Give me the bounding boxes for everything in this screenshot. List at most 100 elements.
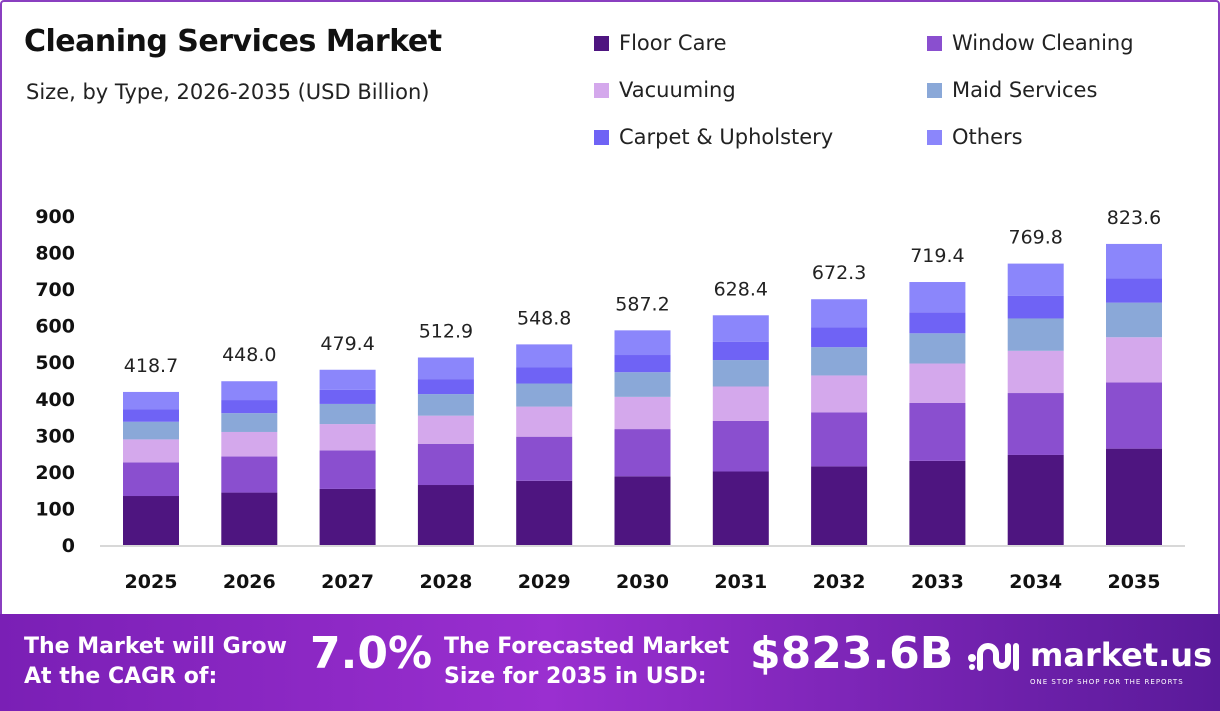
bar-segment-carpet-upholstery-2034 [1007, 295, 1064, 319]
forecast-value: $823.6B [750, 628, 954, 679]
bar-segment-floor-care-2031 [712, 471, 769, 545]
bar-segment-floor-care-2035 [1106, 448, 1162, 545]
bar-segment-vacuuming-2026 [221, 431, 278, 457]
total-label: 769.8 [1008, 227, 1062, 249]
legend-label: Carpet & Upholstery [619, 125, 834, 149]
bar-segment-window-cleaning-2031 [712, 420, 769, 472]
chart-title: Cleaning Services Market [24, 24, 442, 59]
bar-segment-vacuuming-2025 [123, 439, 179, 463]
bar-segment-floor-care-2028 [417, 485, 474, 545]
bar-segment-floor-care-2032 [811, 466, 868, 545]
brand-name: market.us [1030, 636, 1213, 674]
bar-segment-maid-services-2028 [417, 394, 474, 416]
bar-segment-window-cleaning-2033 [909, 402, 966, 461]
x-tick-label: 2032 [813, 571, 866, 593]
bar-segment-vacuuming-2034 [1007, 350, 1064, 394]
bar-segment-others-2031 [712, 315, 769, 342]
legend-swatch [927, 82, 942, 98]
total-label: 479.4 [320, 333, 374, 355]
y-tick-label: 700 [35, 279, 75, 301]
legend-item-carpet: Carpet & Upholstery [594, 124, 927, 150]
bar-segment-vacuuming-2028 [417, 415, 474, 444]
bar-segment-others-2026 [221, 381, 278, 401]
bar-segment-vacuuming-2027 [319, 424, 376, 451]
bar-segment-vacuuming-2035 [1106, 337, 1162, 383]
y-tick-label: 800 [35, 243, 75, 265]
bar-segment-maid-services-2035 [1106, 302, 1162, 338]
bar-segment-carpet-upholstery-2035 [1106, 278, 1162, 303]
bar-segment-window-cleaning-2035 [1106, 382, 1162, 449]
bar-segment-maid-services-2027 [319, 403, 376, 425]
legend-swatch [927, 35, 942, 51]
bar-segment-floor-care-2025 [123, 496, 179, 545]
bar-segment-maid-services-2025 [123, 421, 179, 440]
bar-segment-floor-care-2034 [1007, 454, 1064, 545]
bar-segment-others-2025 [123, 391, 179, 410]
bar-segment-maid-services-2029 [516, 383, 573, 407]
legend-swatch [927, 129, 942, 145]
bar-segment-window-cleaning-2026 [221, 456, 278, 493]
legend-item-window-cleaning: Window Cleaning [927, 30, 1187, 56]
legend-item-vacuuming: Vacuuming [594, 77, 927, 103]
bar-segment-window-cleaning-2025 [123, 462, 179, 497]
total-label: 628.4 [714, 278, 768, 300]
total-label: 823.6 [1107, 207, 1161, 229]
bar-segment-others-2033 [909, 282, 966, 313]
bar-segment-floor-care-2026 [221, 492, 278, 545]
bar-segment-carpet-upholstery-2026 [221, 400, 278, 414]
bar-segment-others-2035 [1106, 243, 1162, 279]
total-label: 672.3 [812, 262, 866, 284]
legend-label: Vacuuming [619, 78, 736, 102]
bar-segment-vacuuming-2030 [614, 396, 671, 430]
y-tick-label: 300 [35, 425, 75, 447]
bar-segment-window-cleaning-2030 [614, 429, 671, 477]
bar-segment-maid-services-2031 [712, 360, 769, 387]
x-tick-label: 2027 [321, 571, 374, 593]
x-tick-label: 2025 [125, 571, 178, 593]
bar-segment-vacuuming-2029 [516, 406, 573, 437]
legend-item-maid-services: Maid Services [927, 77, 1187, 103]
chart-subtitle: Size, by Type, 2026-2035 (USD Billion) [26, 80, 430, 104]
bar-segment-window-cleaning-2032 [811, 412, 868, 467]
legend-label: Floor Care [619, 31, 727, 55]
bar-segment-others-2034 [1007, 263, 1064, 296]
legend-label: Others [952, 125, 1023, 149]
bar-segment-others-2032 [811, 299, 868, 328]
total-label: 587.2 [615, 293, 669, 315]
bar-segment-vacuuming-2033 [909, 363, 966, 403]
x-tick-label: 2029 [518, 571, 571, 593]
cagr-label: The Market will Grow At the CAGR of: [24, 634, 287, 689]
legend-swatch [594, 82, 609, 98]
x-tick-label: 2033 [911, 571, 964, 593]
legend-item-others: Others [927, 124, 1187, 150]
legend-swatch [594, 35, 609, 51]
bar-segment-others-2030 [614, 330, 671, 356]
bar-segment-floor-care-2027 [319, 488, 376, 545]
y-tick-label: 200 [35, 462, 75, 484]
bar-segment-carpet-upholstery-2025 [123, 409, 179, 422]
brand-logo: market.us ONE STOP SHOP FOR THE REPORTS [966, 636, 1213, 686]
bar-segment-carpet-upholstery-2027 [319, 389, 376, 404]
total-label: 512.9 [419, 321, 473, 343]
bar-segment-vacuuming-2031 [712, 386, 769, 421]
bar-segment-carpet-upholstery-2029 [516, 367, 573, 384]
bar-segment-window-cleaning-2034 [1007, 393, 1064, 455]
bar-segment-maid-services-2033 [909, 333, 966, 364]
bar-segment-window-cleaning-2028 [417, 443, 474, 486]
bar-segment-carpet-upholstery-2028 [417, 379, 474, 395]
bar-segment-window-cleaning-2027 [319, 450, 376, 489]
y-tick-label: 100 [35, 498, 75, 520]
bar-segment-maid-services-2026 [221, 413, 278, 432]
bar-segment-floor-care-2029 [516, 480, 573, 545]
legend-item-floor-care: Floor Care [594, 30, 927, 56]
y-tick-label: 500 [35, 352, 75, 374]
x-tick-label: 2035 [1108, 571, 1161, 593]
bar-segment-floor-care-2033 [909, 460, 966, 545]
bar-segment-window-cleaning-2029 [516, 436, 573, 481]
bar-segment-carpet-upholstery-2033 [909, 312, 966, 334]
x-tick-label: 2026 [223, 571, 276, 593]
bar-segment-others-2027 [319, 369, 376, 390]
x-tick-label: 2028 [419, 571, 472, 593]
bar-segment-carpet-upholstery-2032 [811, 327, 868, 348]
bar-segment-vacuuming-2032 [811, 375, 868, 413]
